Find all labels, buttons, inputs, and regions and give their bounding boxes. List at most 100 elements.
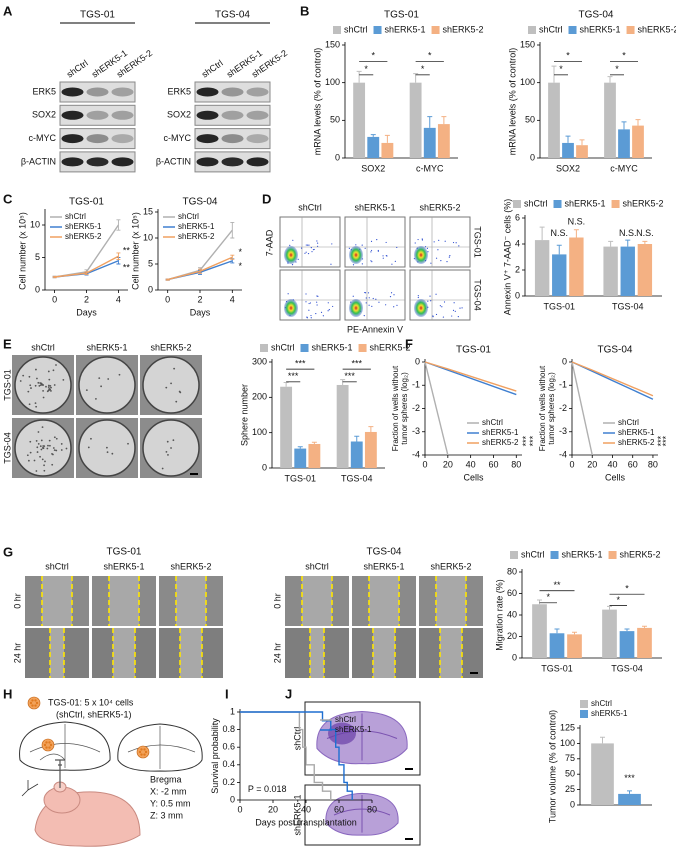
flow-dot <box>452 241 455 244</box>
bar <box>549 633 565 658</box>
bar <box>591 743 614 805</box>
sphere <box>85 389 88 392</box>
lane-label: shCtrl <box>45 561 69 571</box>
flow-density <box>414 246 428 264</box>
blot <box>194 104 271 126</box>
model-text: TGS-01: 5 x 10⁴ cells <box>48 697 134 707</box>
y-tick-label: -1 <box>559 380 567 390</box>
flow-dot <box>370 240 373 242</box>
sphere <box>46 447 49 450</box>
flow-dot <box>316 301 318 303</box>
flow-dot <box>370 260 372 262</box>
bar <box>437 124 450 158</box>
y-tick-label: 40 <box>507 609 517 619</box>
bar <box>637 244 653 296</box>
blot-band <box>196 157 219 167</box>
series-line <box>571 361 593 456</box>
bar <box>602 609 617 658</box>
sphere <box>49 444 51 447</box>
annotation: * <box>616 595 620 605</box>
lane-label: shERK5-2 <box>150 342 191 352</box>
well <box>78 356 136 414</box>
sphere <box>34 402 37 405</box>
x-tick-label: 20 <box>268 804 278 814</box>
error-bar <box>311 441 317 444</box>
cell <box>49 743 53 747</box>
cell <box>43 743 47 747</box>
sphere <box>170 447 172 449</box>
error-bar <box>340 379 346 385</box>
error-bar <box>607 76 613 83</box>
sphere <box>55 449 58 452</box>
error-bar <box>573 229 579 238</box>
cell <box>35 701 39 705</box>
y-tick-label: 0 <box>262 462 267 472</box>
flow-dot <box>310 246 312 249</box>
y-tick-label: 100 <box>560 738 575 748</box>
legend-swatch <box>260 344 268 352</box>
sphere <box>42 447 45 449</box>
sphere <box>34 384 37 387</box>
sphere <box>53 436 56 439</box>
sphere <box>53 449 56 452</box>
sphere <box>28 375 31 378</box>
sphere <box>35 405 38 408</box>
annotation: *** <box>661 435 671 446</box>
legend-swatch <box>513 200 521 208</box>
blot-group-title: TGS-01 <box>80 10 115 21</box>
y-axis-label: tumor spheres (log₂) <box>547 372 556 445</box>
flow-dot <box>361 244 363 246</box>
flow-xlabel: PE-Annexin V <box>347 324 403 334</box>
sphere <box>51 463 54 466</box>
flow-density <box>284 246 298 264</box>
cell <box>31 704 34 707</box>
model-text: Z: 3 mm <box>150 810 183 820</box>
blot-band <box>221 87 244 97</box>
y-axis-label: mRNA levels (% of control) <box>312 48 322 156</box>
bar <box>548 82 560 158</box>
flow-dot <box>306 244 309 246</box>
sphere <box>27 459 30 462</box>
legend-label: shERK5-1 <box>65 222 102 231</box>
cell <box>138 750 142 754</box>
chart-title: TGS-04 <box>182 197 217 208</box>
panel-letter: F <box>405 336 413 351</box>
lane-label: shCtrl <box>298 202 322 212</box>
sphere <box>35 470 38 472</box>
legend-swatch <box>608 551 617 559</box>
flow-dot <box>421 239 424 241</box>
legend-swatch <box>358 344 367 352</box>
model-text: X: -2 mm <box>150 786 187 796</box>
legend-label: shCtrl <box>482 418 503 427</box>
panel-letter: A <box>3 3 13 18</box>
flow-dot <box>308 302 310 305</box>
flow-dot <box>417 295 419 297</box>
blot-band <box>111 110 134 120</box>
x-tick-label: 0 <box>422 459 427 469</box>
sphere <box>29 440 32 443</box>
x-tick-label: 0 <box>237 804 242 814</box>
error-bar <box>230 221 235 239</box>
sphere <box>19 380 22 382</box>
flow-dot <box>304 252 306 254</box>
flow-dot <box>448 256 450 258</box>
sphere <box>30 387 32 389</box>
time-label: 0 hr <box>12 593 22 609</box>
sphere-row-label: TGS-01 <box>2 369 12 401</box>
x-tick-label: 40 <box>466 459 476 469</box>
annotation: *** <box>528 435 538 446</box>
x-axis-label: Days <box>76 307 97 317</box>
flow-dot <box>316 304 318 306</box>
cell <box>140 748 143 751</box>
sphere <box>40 383 43 385</box>
brain-stain-detail <box>333 795 391 833</box>
flow-dot <box>393 306 395 308</box>
sphere <box>43 464 45 467</box>
blot-group-title: TGS-04 <box>215 10 250 21</box>
annotation: *** <box>656 435 666 446</box>
flow-dot <box>316 245 319 247</box>
sphere <box>42 384 44 386</box>
flow-dot <box>461 307 463 309</box>
error-bar <box>624 628 630 632</box>
